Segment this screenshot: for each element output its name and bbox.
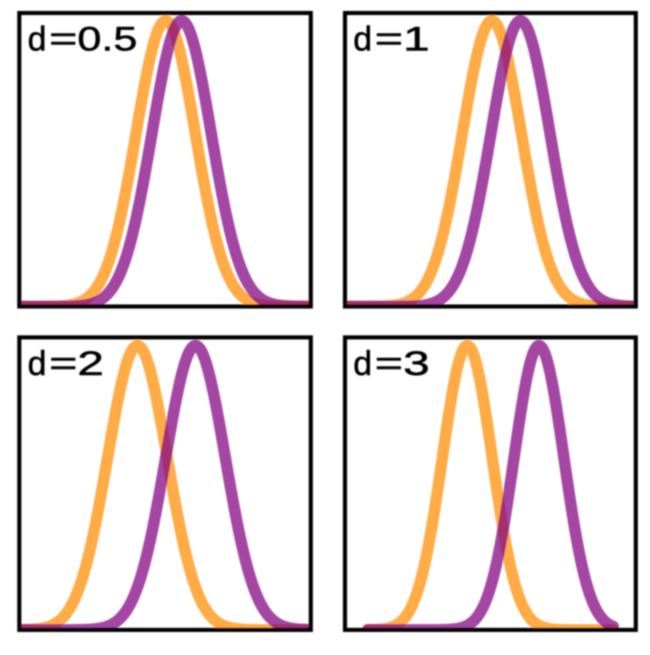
svg-text:d=0.5: d=0.5	[28, 20, 138, 58]
svg-text:d=3: d=3	[353, 345, 429, 383]
svg-text:d=2: d=2	[28, 345, 104, 383]
svg-text:d=1: d=1	[353, 20, 429, 58]
